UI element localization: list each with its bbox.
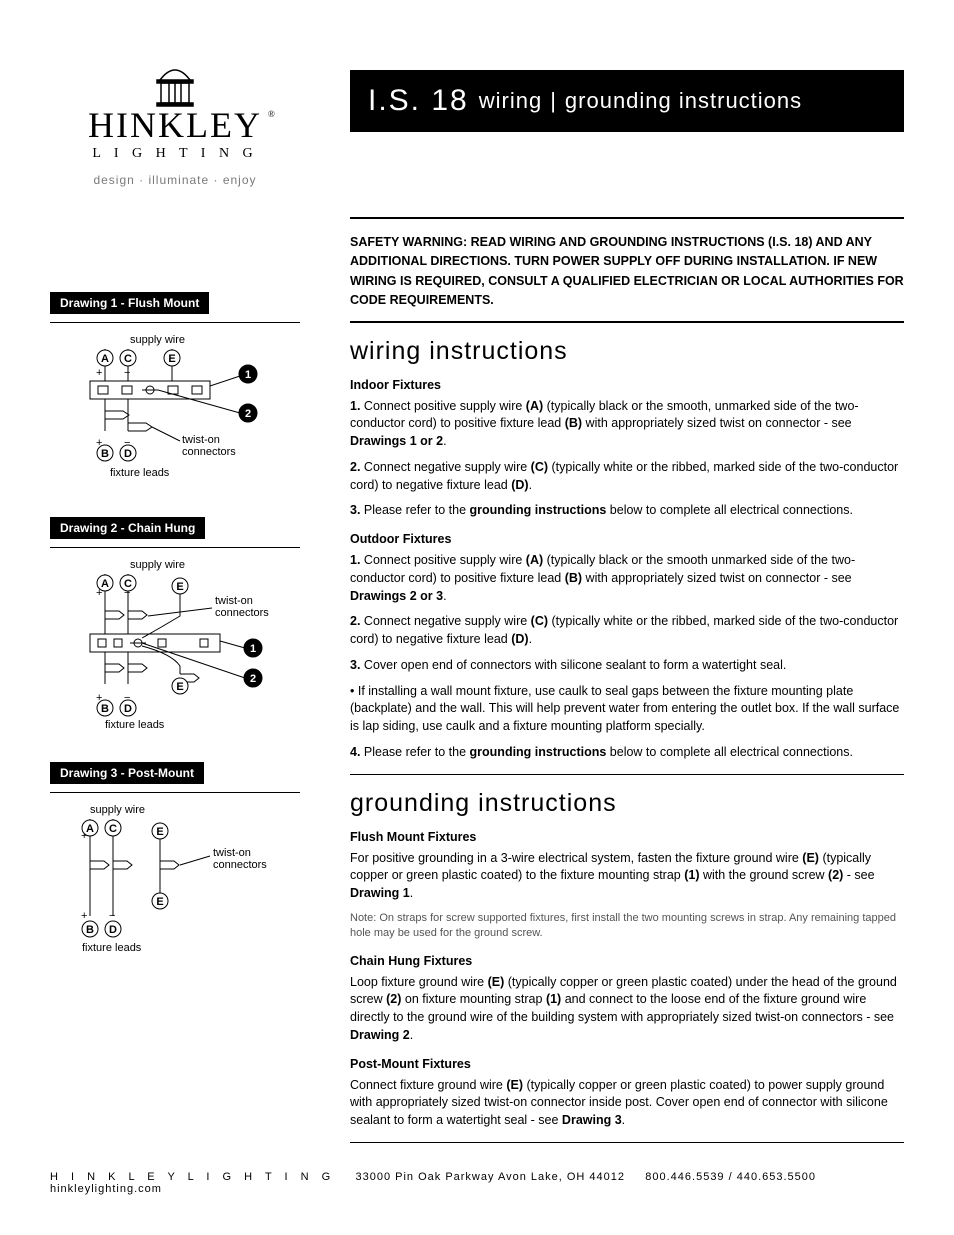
svg-text:1: 1: [250, 643, 256, 655]
rule-icon: [350, 774, 904, 775]
svg-text:2: 2: [245, 408, 251, 420]
outdoor-subhead: Outdoor Fixtures: [350, 532, 904, 546]
svg-text:connectors: connectors: [182, 446, 236, 458]
svg-text:twist-on: twist-on: [213, 847, 251, 859]
svg-text:1: 1: [245, 369, 251, 381]
svg-text:D: D: [109, 924, 117, 936]
svg-text:A: A: [101, 353, 109, 365]
drawing-1-label: Drawing 1 - Flush Mount: [50, 292, 209, 314]
drawing-2-diagram: supply wire: [50, 556, 290, 731]
svg-text:supply wire: supply wire: [130, 334, 185, 346]
flush-text: For positive grounding in a 3-wire elect…: [350, 850, 904, 903]
chain-text: Loop fixture ground wire (E) (typically …: [350, 974, 904, 1045]
svg-text:2: 2: [250, 673, 256, 685]
footer-brand: H I N K L E Y L I G H T I N G: [50, 1171, 335, 1183]
rule-icon: [350, 1142, 904, 1143]
drawings-column: Drawing 1 - Flush Mount supply wire: [50, 207, 300, 1155]
title-wiring: wiring: [479, 88, 542, 113]
outdoor-step-2: 2. Connect negative supply wire (C) (typ…: [350, 613, 904, 649]
drawing-2-label: Drawing 2 - Chain Hung: [50, 517, 205, 539]
footer-address: 33000 Pin Oak Parkway Avon Lake, OH 4401…: [355, 1171, 625, 1183]
svg-text:E: E: [168, 353, 175, 365]
svg-text:C: C: [124, 578, 132, 590]
svg-text:C: C: [124, 353, 132, 365]
footer-phone: 800.446.5539 / 440.653.5500: [645, 1171, 816, 1183]
svg-text:fixture leads: fixture leads: [110, 467, 170, 479]
drawing-1: Drawing 1 - Flush Mount supply wire: [50, 292, 300, 491]
text-column: SAFETY WARNING: READ WIRING AND GROUNDIN…: [350, 207, 904, 1155]
indoor-step-1: 1. Connect positive supply wire (A) (typ…: [350, 398, 904, 451]
svg-text:connectors: connectors: [213, 859, 267, 871]
rule-icon: [350, 321, 904, 323]
svg-text:−: −: [109, 910, 115, 922]
svg-text:C: C: [109, 823, 117, 835]
outdoor-step-3: 3. Cover open end of connectors with sil…: [350, 657, 904, 675]
svg-text:B: B: [101, 448, 109, 460]
drawing-2: Drawing 2 - Chain Hung supply wire: [50, 517, 300, 736]
title-grounding: grounding instructions: [565, 88, 802, 113]
svg-text:−: −: [124, 367, 130, 379]
svg-text:E: E: [156, 896, 163, 908]
drawing-1-diagram: supply wire +− +−: [50, 331, 290, 486]
svg-text:A: A: [101, 578, 109, 590]
indoor-step-2: 2. Connect negative supply wire (C) (typ…: [350, 459, 904, 495]
drawing-3-diagram: supply wire twist-onconnectors +− +−: [50, 801, 290, 961]
indoor-step-3: 3. Please refer to the grounding instruc…: [350, 502, 904, 520]
chain-subhead: Chain Hung Fixtures: [350, 954, 904, 968]
outdoor-step-4: 4. Please refer to the grounding instruc…: [350, 744, 904, 762]
svg-text:+: +: [96, 367, 102, 379]
wiring-heading: wiring instructions: [350, 337, 904, 366]
svg-text:twist-on: twist-on: [215, 595, 253, 607]
footer-url: hinkleylighting.com: [50, 1183, 162, 1195]
post-subhead: Post-Mount Fixtures: [350, 1057, 904, 1071]
outdoor-bullet: • If installing a wall mount fixture, us…: [350, 683, 904, 736]
svg-text:E: E: [156, 826, 163, 838]
outdoor-step-1: 1. Connect positive supply wire (A) (typ…: [350, 552, 904, 605]
svg-text:D: D: [124, 448, 132, 460]
drawing-3-label: Drawing 3 - Post-Mount: [50, 762, 204, 784]
safety-warning: SAFETY WARNING: READ WIRING AND GROUNDIN…: [350, 233, 904, 311]
svg-text:A: A: [86, 823, 94, 835]
svg-text:fixture leads: fixture leads: [105, 719, 165, 731]
svg-text:supply wire: supply wire: [130, 559, 185, 571]
drawing-3: Drawing 3 - Post-Mount supply wire twist…: [50, 762, 300, 966]
title-bar-wrap: I.S. 18 wiring | grounding instructions: [350, 40, 904, 132]
svg-text:B: B: [101, 703, 109, 715]
title-is-number: I.S. 18: [368, 84, 469, 118]
svg-text:HINKLEY: HINKLEY: [88, 105, 262, 145]
svg-text:E: E: [176, 681, 183, 693]
brand-logo-icon: HINKLEY ® L I G H T I N G: [65, 45, 285, 165]
logo-block: HINKLEY ® L I G H T I N G design · illum…: [50, 40, 300, 187]
logo-tagline: design · illuminate · enjoy: [50, 173, 300, 187]
header-row: HINKLEY ® L I G H T I N G design · illum…: [50, 40, 904, 187]
flush-note: Note: On straps for screw supported fixt…: [350, 911, 904, 942]
grounding-heading: grounding instructions: [350, 789, 904, 818]
rule-icon: [350, 217, 904, 219]
svg-text:connectors: connectors: [215, 607, 269, 619]
svg-text:L I G H T I N G: L I G H T I N G: [92, 146, 257, 161]
title-bar: I.S. 18 wiring | grounding instructions: [350, 70, 904, 132]
svg-text:®: ®: [268, 109, 275, 119]
footer: H I N K L E Y L I G H T I N G 33000 Pin …: [50, 1171, 904, 1195]
svg-text:twist-on: twist-on: [182, 434, 220, 446]
svg-text:E: E: [176, 581, 183, 593]
indoor-subhead: Indoor Fixtures: [350, 378, 904, 392]
content-row: Drawing 1 - Flush Mount supply wire: [50, 207, 904, 1155]
post-text: Connect fixture ground wire (E) (typical…: [350, 1077, 904, 1130]
flush-subhead: Flush Mount Fixtures: [350, 830, 904, 844]
svg-text:supply wire: supply wire: [90, 804, 145, 816]
svg-text:D: D: [124, 703, 132, 715]
svg-text:fixture leads: fixture leads: [82, 942, 142, 954]
svg-text:B: B: [86, 924, 94, 936]
svg-text:+: +: [81, 910, 87, 922]
pipe-icon: |: [550, 88, 557, 113]
